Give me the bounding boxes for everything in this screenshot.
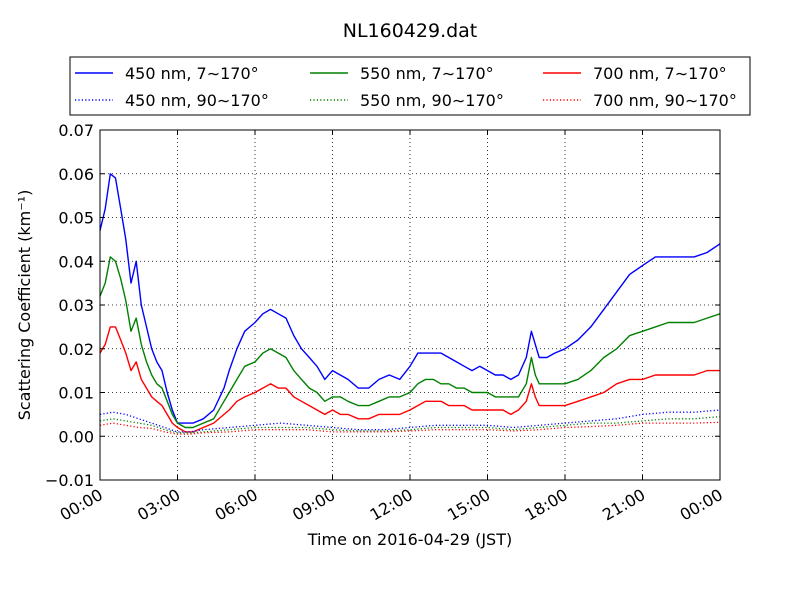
y-tick-label: 0.04 (58, 252, 94, 271)
y-tick-label: 0.01 (58, 384, 94, 403)
x-tick-label: 12:00 (367, 485, 416, 525)
series-line-4 (99, 415, 721, 434)
x-axis-label: Time on 2016-04-29 (JST) (307, 530, 512, 549)
plot-lines (99, 173, 721, 435)
x-tick-label: 03:00 (134, 485, 183, 525)
y-tick-label: 0.00 (58, 427, 94, 446)
legend-label-3: 450 nm, 90∼170° (125, 91, 269, 110)
y-tick-label: −0.01 (45, 471, 94, 490)
legend-label-5: 700 nm, 90∼170° (593, 91, 737, 110)
y-tick-label: 0.03 (58, 296, 94, 315)
y-tick-label: 0.05 (58, 209, 94, 228)
y-axis-label: Scattering Coefficient (km⁻¹) (15, 190, 34, 421)
series-line-1 (99, 256, 721, 429)
y-tick-label: 0.07 (58, 121, 94, 140)
x-tick-label: 00:00 (57, 485, 106, 525)
x-tick-label: 00:00 (677, 485, 726, 525)
x-tick-label: 15:00 (444, 485, 493, 525)
x-tick-label: 06:00 (212, 485, 261, 525)
legend-label-0: 450 nm, 7∼170° (125, 64, 259, 83)
legend-label-2: 700 nm, 7∼170° (593, 64, 727, 83)
legend-label-4: 550 nm, 90∼170° (360, 91, 504, 110)
x-tick-label: 21:00 (599, 485, 648, 525)
legend-label-1: 550 nm, 7∼170° (360, 64, 494, 83)
series-line-2 (99, 326, 720, 433)
legend: 450 nm, 7∼170° 550 nm, 7∼170° 700 nm, 7∼17… (69, 56, 751, 116)
chart-title: NL160429.dat (343, 20, 478, 42)
y-tick-label: 0.06 (58, 165, 94, 184)
legend-frame (69, 56, 751, 116)
x-tick-label: 18:00 (522, 485, 571, 525)
y-tick-label: 0.02 (58, 340, 94, 359)
x-tick-label: 09:00 (289, 485, 338, 525)
series-line-0 (99, 173, 721, 424)
series-line-3 (99, 409, 721, 433)
ticks: 00:00 03:00 06:00 09:00 12:00 15:00 18:00 21:00… (45, 121, 726, 525)
